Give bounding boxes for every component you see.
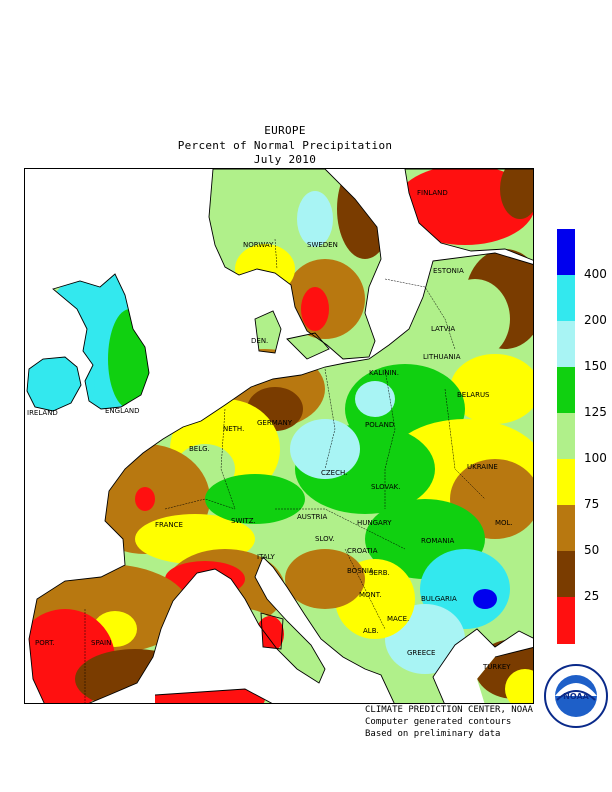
country-label: IRELAND bbox=[27, 409, 58, 417]
country-label: CROATIA bbox=[347, 547, 378, 555]
country-label: GREECE bbox=[407, 649, 435, 657]
logo-text: NOAA bbox=[563, 692, 589, 701]
country-label: BULGARIA bbox=[421, 595, 457, 603]
country-label: POLAND bbox=[365, 421, 394, 429]
country-label: HUNGARY bbox=[357, 519, 392, 527]
map-svg: NORWAY SWEDEN FINLAND ESTONIA LATVIA LITHUANI… bbox=[26, 169, 533, 703]
country-label: DEN. bbox=[251, 337, 268, 345]
country-label: LATVIA bbox=[431, 325, 455, 333]
legend-tick-label: 25 bbox=[584, 589, 600, 603]
country-label: ESTONIA bbox=[433, 267, 464, 275]
country-label: SLOVAK. bbox=[371, 483, 400, 491]
country-label: SLOV. bbox=[315, 535, 335, 543]
legend-tick-label: 400 bbox=[584, 267, 607, 281]
legend-colorbar bbox=[557, 229, 575, 644]
legend-swatch bbox=[557, 551, 575, 598]
borders bbox=[84, 238, 486, 703]
legend-tick-label: 75 bbox=[584, 497, 600, 511]
country-labels: NORWAY SWEDEN FINLAND ESTONIA LATVIA LITHUANI… bbox=[27, 189, 513, 671]
coastlines bbox=[26, 169, 533, 703]
precipitation-map: NORWAY SWEDEN FINLAND ESTONIA LATVIA LITHUANI… bbox=[24, 168, 534, 704]
legend-swatch bbox=[557, 275, 575, 322]
country-label: SPAIN bbox=[91, 639, 111, 647]
title-product: Percent of Normal Precipitation bbox=[177, 139, 393, 152]
legend-swatch bbox=[557, 597, 575, 644]
credit-line-2: Computer generated contours bbox=[365, 717, 512, 727]
country-label: BELARUS bbox=[457, 391, 490, 399]
credit-line-3: Based on preliminary data bbox=[365, 729, 501, 739]
country-label: SWITZ. bbox=[231, 517, 256, 525]
country-label: NORWAY bbox=[243, 241, 274, 249]
legend-swatch bbox=[557, 321, 575, 368]
country-label: MOL. bbox=[495, 519, 513, 527]
country-label: FINLAND bbox=[417, 189, 448, 197]
legend-swatch bbox=[557, 459, 575, 506]
legend-tick-label: 100 bbox=[584, 451, 607, 465]
country-label: LITHUANIA bbox=[423, 353, 461, 361]
country-label: ITALY bbox=[257, 553, 276, 561]
legend-tick-label: 200 bbox=[584, 313, 607, 327]
title-region: EUROPE bbox=[264, 124, 306, 137]
legend-swatch bbox=[557, 505, 575, 552]
credit-line-1: CLIMATE PREDICTION CENTER, NOAA bbox=[365, 705, 533, 715]
country-label: SWEDEN bbox=[307, 241, 338, 249]
country-label: MACE. bbox=[387, 615, 409, 623]
country-label: CZECH. bbox=[321, 469, 347, 477]
country-label: MONT. bbox=[359, 591, 381, 599]
country-label: SERB. bbox=[369, 569, 390, 577]
country-label: BOSNIA bbox=[347, 567, 374, 575]
country-label: ENGLAND bbox=[105, 407, 140, 415]
country-label: ALB. bbox=[363, 627, 379, 635]
legend-tick-label: 125 bbox=[584, 405, 607, 419]
country-label: UKRAINE bbox=[467, 463, 498, 471]
legend-tick-label: 50 bbox=[584, 543, 600, 557]
precip-field bbox=[27, 169, 533, 703]
country-label: AUSTRIA bbox=[297, 513, 328, 521]
country-label: NETH. bbox=[223, 425, 244, 433]
country-label: TURKEY bbox=[482, 663, 511, 671]
legend-tick-label: 150 bbox=[584, 359, 607, 373]
country-label: PORT. bbox=[35, 639, 55, 647]
legend-swatch bbox=[557, 229, 575, 276]
title-period: July 2010 bbox=[253, 153, 317, 166]
noaa-logo: NOAA bbox=[543, 660, 609, 766]
country-label: ROMANIA bbox=[421, 537, 455, 545]
country-label: KALININ. bbox=[369, 369, 399, 377]
country-label: FRANCE bbox=[155, 521, 183, 529]
legend-swatch bbox=[557, 367, 575, 414]
legend-swatch bbox=[557, 413, 575, 460]
country-label: BELG. bbox=[189, 445, 210, 453]
country-label: GERMANY bbox=[257, 419, 293, 427]
